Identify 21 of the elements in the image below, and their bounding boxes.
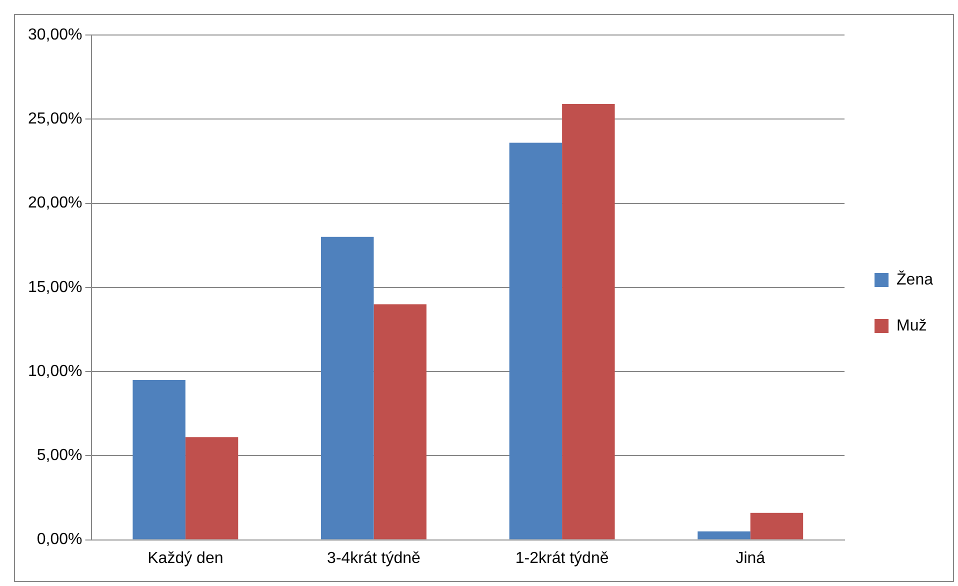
y-tick-label: 30,00% — [28, 26, 82, 44]
bar — [132, 380, 186, 540]
bar — [321, 236, 374, 540]
x-tick-label: Každý den — [148, 550, 224, 567]
x-tick-label: 1-2krát týdně — [515, 550, 609, 567]
y-tick-label: 15,00% — [28, 278, 82, 296]
bar — [374, 304, 426, 540]
bar — [750, 512, 804, 540]
bar — [698, 531, 750, 540]
legend-label: Muž — [896, 317, 927, 334]
x-tick-label: 3-4krát týdně — [327, 550, 421, 567]
x-tick-label: Jiná — [736, 550, 766, 567]
legend-label: Žena — [896, 270, 934, 288]
y-tick-label: 0,00% — [36, 531, 82, 548]
y-tick-label: 5,00% — [36, 447, 82, 464]
bar — [185, 437, 238, 540]
bar — [509, 142, 562, 540]
bar — [562, 104, 615, 540]
y-tick-label: 20,00% — [28, 194, 82, 212]
y-tick-label: 25,00% — [28, 110, 82, 128]
y-tick-label: 10,00% — [28, 362, 82, 380]
